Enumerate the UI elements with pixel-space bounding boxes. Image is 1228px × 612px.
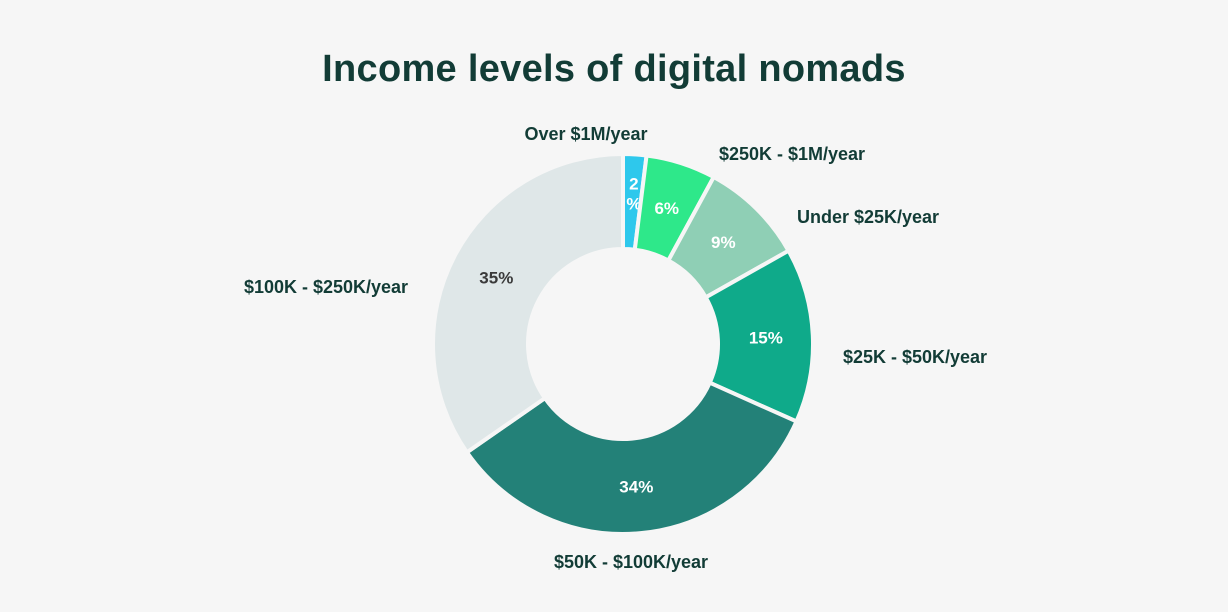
slice-4 xyxy=(464,380,799,536)
slice-value-label: 15% xyxy=(749,328,783,347)
slice-3 xyxy=(703,248,815,424)
chart-title: Income levels of digital nomads xyxy=(322,48,906,90)
slice-category-label: $25K - $50K/year xyxy=(843,347,987,367)
slice-value-label: 2% xyxy=(626,174,641,213)
slice-category-label: Over $1M/year xyxy=(524,124,647,144)
slice-value-label: 35% xyxy=(479,269,513,288)
slice-category-label: Under $25K/year xyxy=(797,207,939,227)
slice-category-label: $250K - $1M/year xyxy=(719,144,865,164)
slice-category-label: $50K - $100K/year xyxy=(554,552,708,572)
slice-value-label: 9% xyxy=(711,233,736,252)
slice-category-label: $100K - $250K/year xyxy=(244,277,408,297)
slice-value-label: 34% xyxy=(619,477,653,496)
slice-value-label: 6% xyxy=(654,199,679,218)
slice-5 xyxy=(431,152,625,455)
